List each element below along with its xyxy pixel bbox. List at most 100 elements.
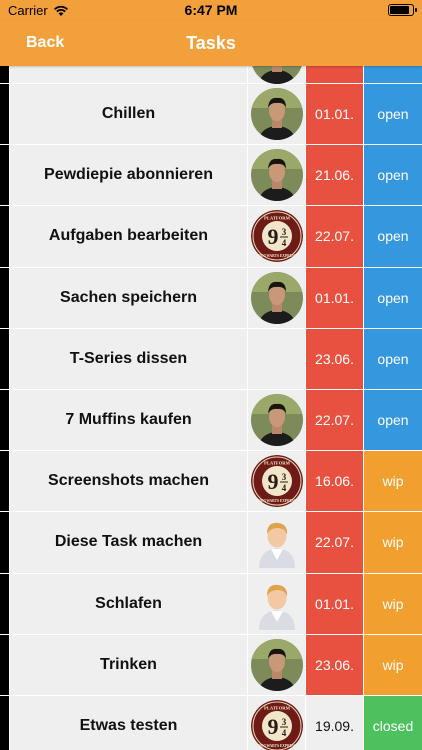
platform-logo-icon: PLATFORM HOGWARTS EXPRESS 9 3 4 <box>250 455 303 508</box>
assignee-cell: PLATFORM HOGWARTS EXPRESS 9 3 4 <box>248 695 306 750</box>
due-date: 22.07. <box>306 206 364 267</box>
svg-text:PLATFORM: PLATFORM <box>264 461 291 466</box>
due-date: 23.06. <box>306 328 364 389</box>
svg-text:PLATFORM: PLATFORM <box>264 705 291 710</box>
due-date: 21.06. <box>306 145 364 206</box>
task-title: Chillen <box>10 84 248 145</box>
task-row[interactable]: Screenshots machen PLATFORM HOGWARTS EXPRE… <box>0 451 422 513</box>
task-title: Sachen speichern <box>10 267 248 328</box>
svg-text:4: 4 <box>281 728 286 738</box>
status-badge: open <box>364 267 422 328</box>
svg-text:9: 9 <box>267 224 278 249</box>
status-badge: open <box>364 389 422 451</box>
due-date: 01.01. <box>306 573 364 634</box>
wifi-icon <box>53 5 68 16</box>
task-title <box>10 66 248 83</box>
svg-text:4: 4 <box>281 238 286 248</box>
svg-text:3: 3 <box>281 472 286 482</box>
task-row[interactable]: Schlafen 01.01. wip <box>0 573 422 635</box>
task-row[interactable]: Etwas testen PLATFORM HOGWARTS EXPRESS 9 3 4 1… <box>0 695 422 750</box>
assignee-cell <box>248 573 306 634</box>
platform-logo-icon: PLATFORM HOGWARTS EXPRESS 9 3 4 <box>250 210 303 263</box>
row-indicator <box>0 84 10 145</box>
task-row[interactable]: Diese Task machen 22.07. wip <box>0 512 422 574</box>
row-indicator <box>0 328 10 389</box>
status-badge: open <box>364 145 422 206</box>
avatar <box>250 88 303 141</box>
task-row[interactable]: Sachen speichern 01.01. open <box>0 267 422 329</box>
row-indicator <box>0 206 10 267</box>
svg-text:PLATFORM: PLATFORM <box>264 216 291 221</box>
status-badge <box>364 66 422 83</box>
assignee-cell: PLATFORM HOGWARTS EXPRESS 9 3 4 <box>248 451 306 512</box>
assignee-cell: PLATFORM HOGWARTS EXPRESS 9 3 4 <box>248 206 306 267</box>
task-title: T-Series dissen <box>10 328 248 389</box>
row-indicator <box>0 145 10 206</box>
due-date: 22.07. <box>306 389 364 451</box>
task-title: Etwas testen <box>10 695 248 750</box>
avatar <box>250 394 303 447</box>
task-title: Screenshots machen <box>10 451 248 512</box>
default-user-icon <box>251 578 303 630</box>
page-title: Tasks <box>186 33 236 53</box>
avatar <box>250 271 303 324</box>
status-badge: open <box>364 328 422 389</box>
status-bar: Carrier 6:47 PM <box>0 0 422 20</box>
back-button[interactable]: Back <box>26 34 65 51</box>
task-row[interactable]: Chillen 01.01. open <box>0 84 422 146</box>
due-date: 16.06. <box>306 451 364 512</box>
navigation-bar: Back Tasks <box>0 20 422 66</box>
row-indicator <box>0 695 10 750</box>
task-title: Pewdiepie abonnieren <box>10 145 248 206</box>
task-row[interactable]: T-Series dissen 23.06. open <box>0 328 422 390</box>
assignee-cell <box>248 145 306 206</box>
assignee-cell <box>248 389 306 451</box>
task-row[interactable]: Trinken 23.06. wip <box>0 634 422 696</box>
assignee-cell <box>248 31 306 84</box>
carrier-label: Carrier <box>8 3 48 18</box>
svg-text:9: 9 <box>267 469 278 494</box>
due-date: 22.07. <box>306 512 364 573</box>
status-badge: wip <box>364 634 422 695</box>
status-left: Carrier <box>8 3 69 18</box>
task-title: Aufgaben bearbeiten <box>10 206 248 267</box>
svg-text:9: 9 <box>267 714 278 739</box>
status-badge: open <box>364 206 422 267</box>
assignee-cell <box>248 267 306 328</box>
platform-logo-icon: PLATFORM HOGWARTS EXPRESS 9 3 4 <box>250 699 303 750</box>
avatar <box>250 149 303 202</box>
assignee-cell <box>248 328 306 389</box>
due-date <box>306 66 364 83</box>
due-date: 23.06. <box>306 634 364 695</box>
assignee-cell <box>248 84 306 145</box>
due-date: 19.09. <box>306 695 364 750</box>
svg-text:HOGWARTS EXPRESS: HOGWARTS EXPRESS <box>257 254 295 258</box>
svg-text:3: 3 <box>281 227 286 237</box>
status-badge: open <box>364 84 422 145</box>
task-title: Trinken <box>10 634 248 695</box>
default-user-icon <box>251 516 303 569</box>
task-row[interactable]: Pewdiepie abonnieren 21.06. open <box>0 145 422 207</box>
task-title: 7 Muffins kaufen <box>10 389 248 451</box>
task-row[interactable]: 7 Muffins kaufen 22.07. open <box>0 389 422 452</box>
status-badge: wip <box>364 512 422 573</box>
task-row[interactable] <box>0 31 422 84</box>
svg-text:3: 3 <box>281 717 286 727</box>
assignee-cell <box>248 512 306 573</box>
status-badge: wip <box>364 451 422 512</box>
row-indicator <box>0 267 10 328</box>
due-date: 01.01. <box>306 267 364 328</box>
assignee-cell <box>248 634 306 695</box>
task-title: Schlafen <box>10 573 248 634</box>
status-badge: wip <box>364 573 422 634</box>
task-list[interactable]: Chillen 01.01. open Pewdiepie abonnieren 21.… <box>0 31 422 750</box>
avatar <box>250 638 303 691</box>
row-indicator <box>0 66 10 83</box>
task-row[interactable]: Aufgaben bearbeiten PLATFORM HOGWARTS EXPR… <box>0 206 422 268</box>
clock: 6:47 PM <box>184 2 238 18</box>
row-indicator <box>0 389 10 451</box>
svg-text:4: 4 <box>281 483 286 493</box>
status-badge: closed <box>364 695 422 750</box>
battery-icon <box>388 4 417 16</box>
